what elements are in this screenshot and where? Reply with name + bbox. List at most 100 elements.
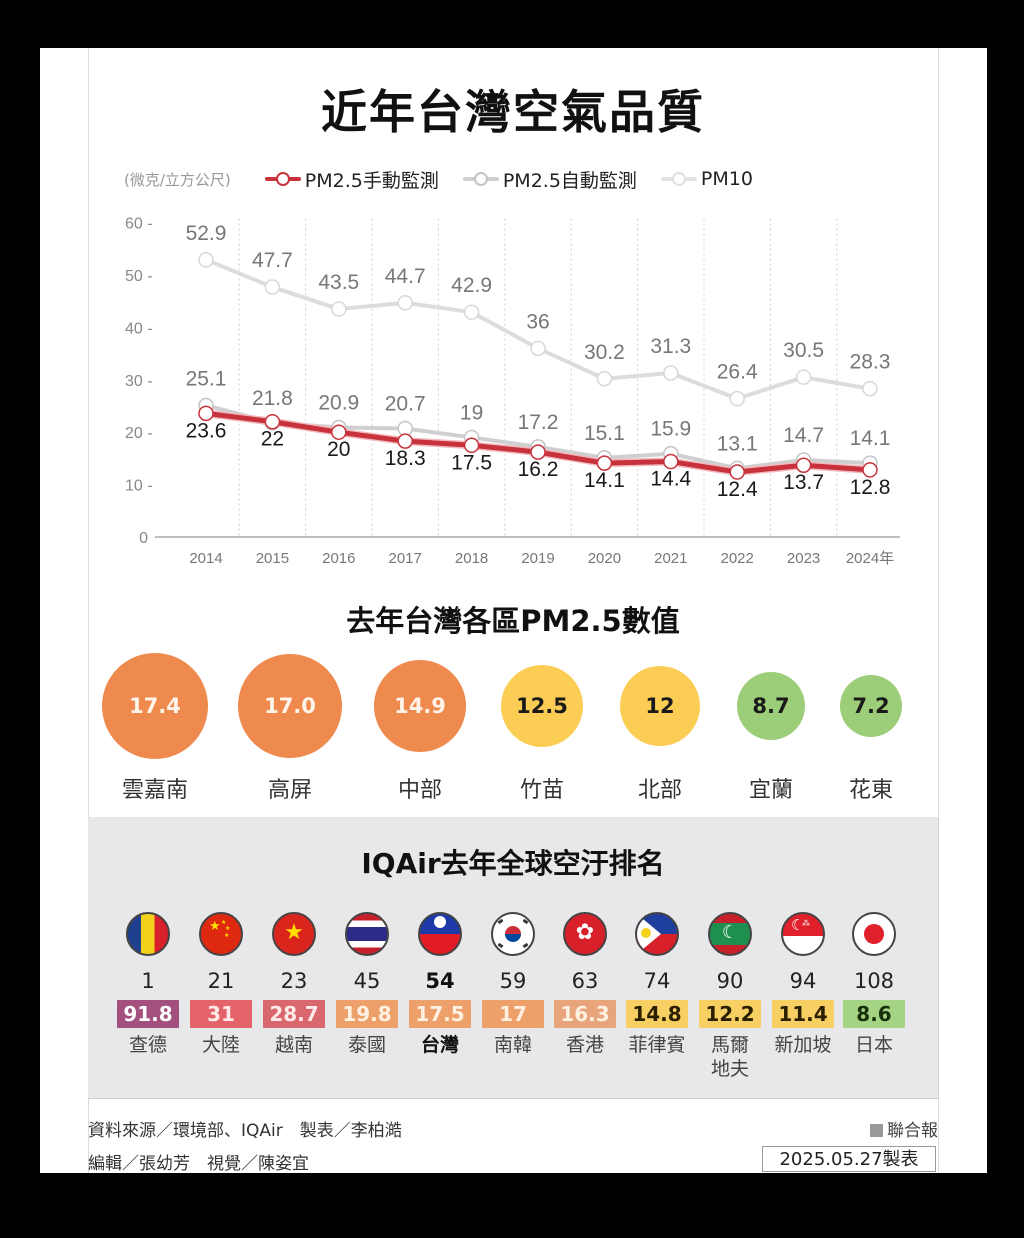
data-label: 20.7 bbox=[385, 393, 426, 416]
country-rank: 90 bbox=[716, 969, 744, 993]
x-tick-label: 2021 bbox=[654, 550, 687, 567]
data-point bbox=[198, 252, 214, 268]
x-tick-label: 2015 bbox=[256, 550, 289, 567]
thailand-flag-icon bbox=[345, 912, 389, 956]
country-item: ★ ★ ★ ★ 21 31 大陸 bbox=[185, 912, 257, 1057]
data-point bbox=[264, 413, 281, 430]
y-tick-label: 0 bbox=[139, 530, 148, 547]
country-pm25-value: 17 bbox=[482, 1000, 544, 1028]
data-point bbox=[264, 279, 281, 295]
country-name: 菲律賓 bbox=[628, 1034, 686, 1056]
country-item: ✿ 63 16.3 香港 bbox=[549, 912, 621, 1057]
data-label: 19 bbox=[460, 401, 483, 424]
region-name: 宜蘭 bbox=[748, 778, 793, 803]
region-name: 北部 bbox=[637, 778, 682, 803]
country-name: 大陸 bbox=[201, 1034, 240, 1056]
country-pm25-value: 16.3 bbox=[554, 1000, 616, 1028]
y-tick-label: 50 - bbox=[125, 268, 153, 285]
x-tick-label: 2016 bbox=[322, 550, 355, 567]
page-title: 近年台灣空氣品質 bbox=[321, 85, 705, 139]
country-pm25-value: 91.8 bbox=[117, 1000, 179, 1028]
country-name: 香港 bbox=[565, 1034, 604, 1056]
china-flag-icon: ★ ★ ★ ★ bbox=[199, 912, 243, 956]
square-icon bbox=[870, 1124, 883, 1137]
data-point bbox=[397, 433, 413, 449]
country-pm25-value: 31 bbox=[190, 1000, 252, 1028]
hong-kong-flag-icon: ✿ bbox=[563, 912, 607, 956]
data-label: 52.9 bbox=[186, 222, 227, 245]
data-label: 36 bbox=[526, 310, 549, 333]
data-label: 31.3 bbox=[650, 335, 691, 358]
data-label: 12.4 bbox=[717, 478, 758, 501]
y-tick-label: 60 - bbox=[125, 216, 153, 233]
region-name: 中部 bbox=[397, 778, 442, 803]
data-label: 30.5 bbox=[783, 339, 824, 362]
data-point bbox=[198, 405, 214, 422]
x-tick-label: 2024年 bbox=[846, 550, 894, 567]
region-name: 高屏 bbox=[267, 778, 312, 803]
country-pm25-value: 11.4 bbox=[772, 1000, 834, 1028]
data-label: 15.1 bbox=[584, 422, 625, 445]
region-bubble: 7.2 花東 bbox=[811, 675, 931, 803]
data-label: 14.1 bbox=[584, 469, 625, 492]
data-label: 14.1 bbox=[850, 427, 891, 450]
country-rank: 45 bbox=[353, 969, 381, 993]
data-point bbox=[530, 340, 546, 357]
region-value-circle: 14.9 bbox=[374, 660, 466, 752]
data-point bbox=[862, 462, 878, 478]
data-point bbox=[331, 424, 347, 440]
brand-label: 聯合報 bbox=[870, 1116, 938, 1141]
x-tick-label: 2018 bbox=[455, 550, 488, 567]
data-point bbox=[862, 380, 878, 397]
data-point bbox=[596, 455, 613, 471]
data-label: 42.9 bbox=[451, 274, 492, 297]
region-name: 花東 bbox=[848, 778, 893, 803]
data-point bbox=[530, 444, 546, 460]
regional-section-title: 去年台灣各區PM2.5數值 bbox=[346, 604, 680, 638]
region-value-circle: 8.7 bbox=[737, 672, 805, 740]
gray-line-marker-icon bbox=[462, 172, 499, 186]
country-item: 59 17 南韓 bbox=[477, 912, 549, 1057]
legend-item-pm10: PM10 bbox=[660, 168, 753, 190]
country-item: ★ 23 28.7 越南 bbox=[258, 912, 330, 1057]
country-rank: 23 bbox=[280, 969, 308, 993]
x-tick-label: 2014 bbox=[189, 550, 222, 567]
region-bubble: 8.7 宜蘭 bbox=[711, 672, 831, 803]
data-label: 17.2 bbox=[518, 411, 559, 434]
region-name: 竹苗 bbox=[519, 778, 564, 803]
region-value-circle: 17.4 bbox=[102, 653, 208, 759]
region-bubble: 12 北部 bbox=[600, 666, 720, 803]
data-label: 18.3 bbox=[385, 447, 426, 470]
data-point bbox=[463, 437, 480, 454]
data-label: 20 bbox=[327, 438, 350, 461]
data-label: 26.4 bbox=[717, 361, 758, 384]
left-border-line bbox=[88, 48, 89, 1173]
ranking-panel bbox=[88, 817, 939, 1099]
data-point bbox=[463, 304, 480, 320]
country-name: 日本 bbox=[854, 1034, 893, 1056]
data-label: 20.9 bbox=[318, 391, 359, 414]
country-rank: 54 bbox=[425, 969, 455, 993]
data-label: 28.3 bbox=[850, 351, 891, 374]
light-gray-line-marker-icon bbox=[660, 172, 697, 186]
footer-source: 資料來源／環境部、IQAir 製表／李柏澔 bbox=[88, 1121, 402, 1141]
country-pm25-value: 17.5 bbox=[409, 1000, 471, 1028]
data-label: 15.9 bbox=[650, 418, 691, 441]
date-label: 2025.05.27製表 bbox=[762, 1146, 936, 1172]
y-tick-label: 10 - bbox=[125, 478, 153, 495]
country-name: 新加坡 bbox=[774, 1034, 832, 1056]
country-name: 南韓 bbox=[493, 1034, 532, 1056]
y-tick-label: 40 - bbox=[125, 320, 153, 337]
country-item: 74 14.8 菲律賓 bbox=[621, 912, 693, 1057]
country-name: 馬爾 地夫 bbox=[710, 1034, 749, 1080]
x-tick-label: 2022 bbox=[721, 550, 754, 567]
data-label: 44.7 bbox=[385, 265, 426, 288]
x-tick-label: 2019 bbox=[521, 550, 554, 567]
data-label: 17.5 bbox=[451, 451, 492, 474]
data-label: 16.2 bbox=[518, 458, 559, 481]
right-border-line bbox=[938, 48, 939, 1173]
country-rank: 21 bbox=[207, 969, 235, 993]
data-label: 25.1 bbox=[186, 367, 227, 390]
country-rank: 59 bbox=[499, 969, 527, 993]
legend-item-pm25-manual: PM2.5手動監測 bbox=[264, 166, 439, 193]
